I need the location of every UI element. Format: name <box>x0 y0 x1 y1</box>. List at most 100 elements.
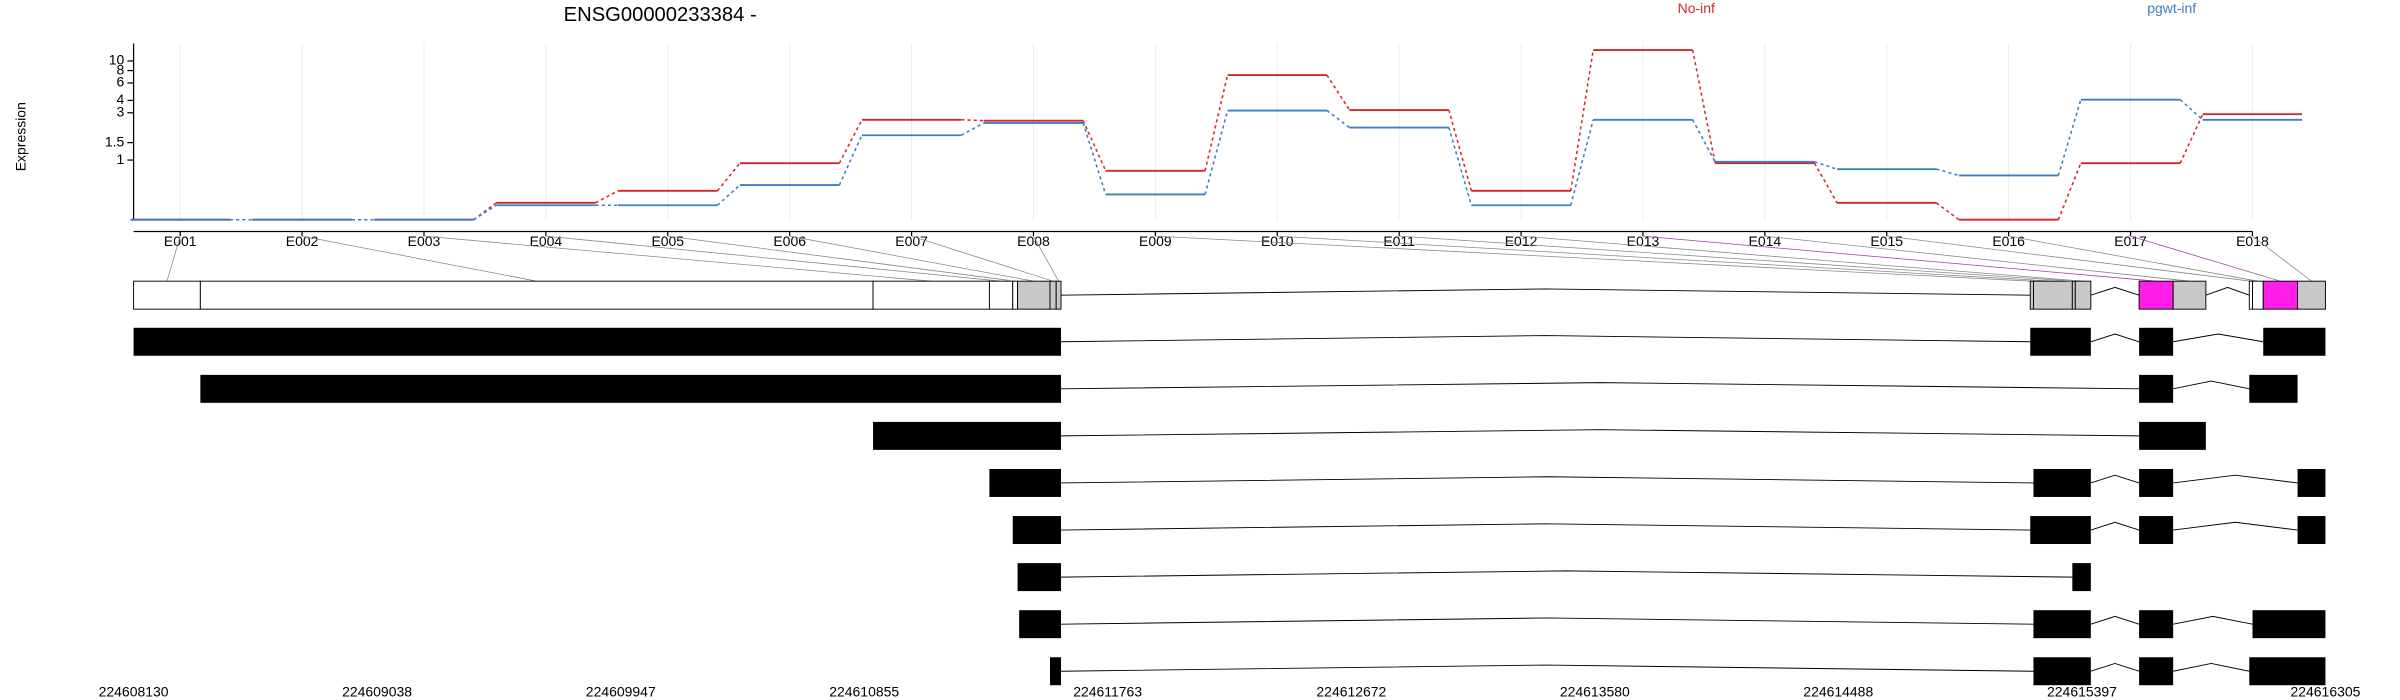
exon-bin <box>872 280 990 310</box>
chart-title: ENSG00000233384 - <box>564 4 757 26</box>
bin-link <box>302 235 537 282</box>
bin-link <box>667 235 1016 282</box>
x-tick-label: E017 <box>2114 233 2147 249</box>
genomic-tick-label: 224610855 <box>829 684 899 700</box>
x-tick-label: E012 <box>1505 233 1538 249</box>
bin-link <box>1764 235 2190 282</box>
x-tick-label: E006 <box>773 233 806 249</box>
step-connector <box>1936 168 1960 177</box>
exon-bin <box>2248 280 2253 310</box>
transcript-exon <box>2249 374 2298 403</box>
transcript-exon <box>2263 327 2326 356</box>
step-connector <box>1570 119 1594 206</box>
genomic-tick-label: 224613580 <box>1560 684 1630 700</box>
step-connector <box>1448 109 1473 191</box>
step-connector <box>960 122 985 136</box>
bin-link <box>2130 235 2281 282</box>
step-connector <box>473 204 497 221</box>
intron <box>2173 333 2264 343</box>
transcript-exon <box>873 421 1062 450</box>
legend-label: No-inf <box>1678 0 1715 16</box>
transcript-exon <box>2249 657 2326 686</box>
exon-bin <box>2252 280 2264 310</box>
x-tick-label: E001 <box>164 233 197 249</box>
intron <box>2090 474 2140 484</box>
bin-link <box>789 235 1034 282</box>
intron <box>2090 521 2140 531</box>
genomic-tick-label: 224611763 <box>1073 684 1142 700</box>
bin-link <box>1033 235 1059 282</box>
step-connector <box>1569 49 1595 191</box>
step-connector <box>2179 113 2204 164</box>
step-connector <box>1814 161 1838 170</box>
intron <box>1060 335 2031 343</box>
transcript-exon <box>1050 657 1062 686</box>
x-tick-label: E015 <box>1870 233 1903 249</box>
bin-link <box>545 235 1002 282</box>
transcript-exon <box>2139 468 2174 497</box>
x-tick-label: E003 <box>408 233 441 249</box>
step-connector <box>1813 162 1838 204</box>
transcript-exon <box>2072 563 2091 592</box>
transcript-exon <box>989 468 1062 497</box>
bin-link <box>911 235 1054 282</box>
exon-bin <box>988 280 1014 310</box>
transcript-exon <box>2033 610 2091 639</box>
transcript-exon <box>2297 468 2326 497</box>
transcript-exon <box>2033 468 2091 497</box>
step-connector <box>1935 202 1960 221</box>
genomic-tick-label: 224615397 <box>2047 684 2117 700</box>
x-tick-label: E009 <box>1139 233 1172 249</box>
bin-link <box>1521 235 2084 282</box>
genomic-tick-label: 224609038 <box>342 684 412 700</box>
intron <box>2090 615 2140 625</box>
bin-link <box>1886 235 2251 282</box>
step-connector <box>838 134 863 186</box>
transcript-exon <box>2139 610 2174 639</box>
intron <box>2090 662 2140 672</box>
genomic-tick-label: 224616305 <box>2290 684 2360 700</box>
intron <box>1060 570 2073 578</box>
step-connector <box>1326 74 1351 111</box>
y-tick-label: 8 <box>116 61 124 77</box>
intron <box>1060 476 2034 484</box>
transcript-exon <box>2139 374 2174 403</box>
step-connector <box>1204 74 1229 171</box>
intron <box>2173 663 2250 672</box>
transcript-exon <box>1019 610 1062 639</box>
exon-bin <box>2262 280 2299 310</box>
y-tick-label: 6 <box>116 74 124 90</box>
exon-bin <box>199 280 874 310</box>
genomic-tick-label: 224612672 <box>1316 684 1386 700</box>
exon-bin <box>2297 280 2326 310</box>
step-connector <box>1448 127 1473 206</box>
y-tick-label: 1.5 <box>105 133 125 149</box>
bin-link <box>423 235 932 282</box>
exon-bin <box>2138 280 2174 310</box>
step-connector <box>1691 119 1716 163</box>
bin-link <box>1399 235 2074 282</box>
bin-link <box>166 236 181 282</box>
x-tick-label: E002 <box>286 233 319 249</box>
intron <box>1060 429 2140 437</box>
y-axis-label: Expression <box>12 102 28 171</box>
intron <box>2173 474 2298 484</box>
transcript-exon <box>2030 516 2091 545</box>
bin-link <box>1642 235 2157 282</box>
genomic-tick-label: 224608130 <box>99 684 169 700</box>
x-tick-label: E010 <box>1261 233 1294 249</box>
step-connector <box>1082 122 1107 195</box>
step-connector <box>1691 49 1716 164</box>
step-connector <box>1082 120 1107 172</box>
genomic-tick-label: 224614488 <box>1803 684 1873 700</box>
y-tick-label: 1 <box>116 151 124 167</box>
intron <box>1060 523 2031 531</box>
intron <box>2173 380 2250 390</box>
exon-bin <box>2172 280 2207 310</box>
x-tick-label: E018 <box>2236 233 2269 249</box>
step-connector <box>2057 99 2082 176</box>
transcript-exon <box>2139 421 2206 450</box>
step-connector <box>1204 110 1229 195</box>
